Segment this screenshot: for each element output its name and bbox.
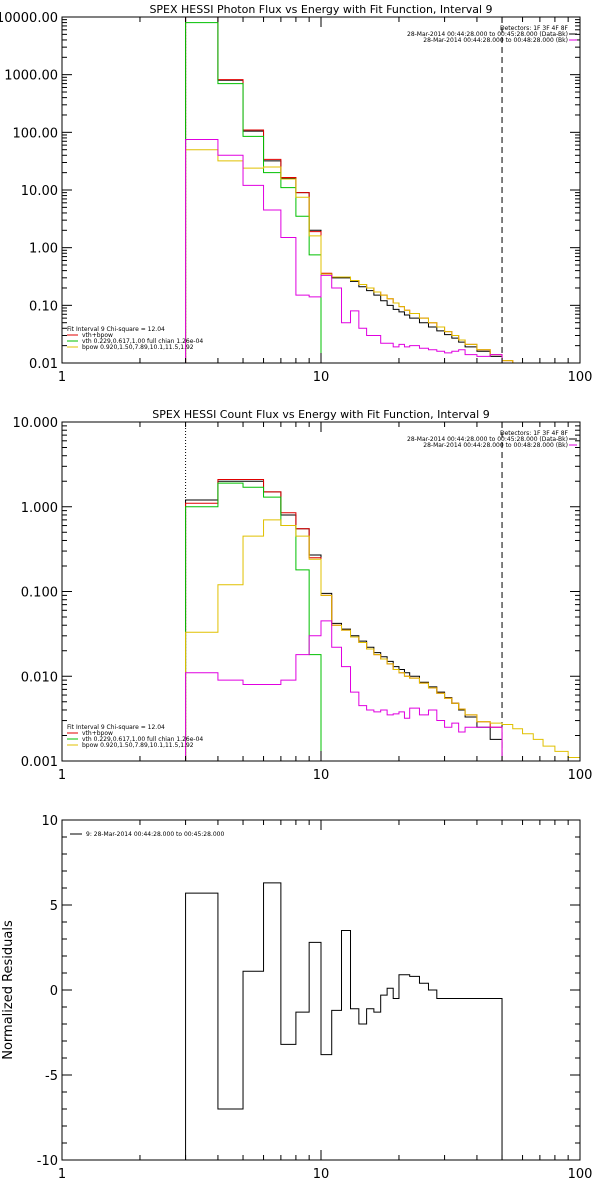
series-line-3 bbox=[185, 482, 322, 761]
series-group bbox=[185, 478, 580, 761]
legend-bottom-entry: Fit Interval 9 Chi-square = 12.04 bbox=[67, 326, 165, 333]
y-tick-label: -10 bbox=[37, 1154, 58, 1169]
series-line-3 bbox=[185, 22, 322, 363]
legend-top-entry: Detectors: 1F 3F 4F 8F bbox=[500, 430, 569, 437]
y-tick-label: 0.001 bbox=[21, 755, 58, 770]
y-tick-label: 1.000 bbox=[21, 501, 58, 516]
legend-bottom-entry: vth 0.229,0.617,1.00 full chian 1.26e-04 bbox=[82, 736, 203, 743]
series-line-5 bbox=[185, 139, 503, 363]
x-tick-label: 1 bbox=[58, 1167, 66, 1182]
y-tick-label: -5 bbox=[45, 1069, 58, 1084]
x-tick-label: 10 bbox=[313, 370, 330, 385]
y-tick-label: 0.10 bbox=[29, 299, 58, 314]
legend-bottom-entry: Fit Interval 9 Chi-square = 12.04 bbox=[67, 724, 165, 731]
y-tick-label: 0 bbox=[50, 984, 58, 999]
y-tick-label: 10000.00 bbox=[0, 11, 58, 26]
chart-title: SPEX HESSI Photon Flux vs Energy with Fi… bbox=[149, 3, 492, 16]
series-line-2 bbox=[185, 17, 514, 363]
residual-legend-entry: 9: 28-Mar-2014 00:44:28.000 to 00:45:28.… bbox=[86, 831, 224, 838]
y-tick-label: 10.000 bbox=[13, 416, 59, 431]
y-tick-label: 100.00 bbox=[13, 126, 59, 141]
series-line-4 bbox=[185, 519, 580, 761]
y-tick-label: 1.00 bbox=[29, 242, 58, 257]
x-tick-label: 100 bbox=[568, 768, 593, 783]
series-line-5 bbox=[185, 620, 503, 761]
legend-top-entry: Detectors: 1F 3F 4F 8F bbox=[500, 25, 569, 32]
chart-panel-2: SPEX HESSI Count Flux vs Energy with Fit… bbox=[13, 408, 593, 783]
y-tick-label: 0.010 bbox=[21, 670, 58, 685]
y-tick-label: 10 bbox=[41, 814, 58, 829]
legend-top-entry: 28-Mar-2014 00:44:28.000 to 00:45:28.000… bbox=[407, 31, 568, 38]
x-tick-label: 1 bbox=[58, 768, 66, 783]
series-group bbox=[185, 882, 503, 1160]
y-tick-label: 5 bbox=[50, 899, 58, 914]
legend-top-entry: 28-Mar-2014 00:44:28.000 to 00:48:28.000… bbox=[423, 37, 568, 44]
legend-bottom-entry: bpow 0.920,1.50,7.89,10.1,11.5,1.92 bbox=[82, 344, 194, 351]
legend-top-entry: 28-Mar-2014 00:44:28.000 to 00:45:28.000… bbox=[407, 436, 568, 443]
series-line-4 bbox=[185, 149, 514, 363]
x-tick-label: 100 bbox=[568, 1167, 593, 1182]
legend-bottom-entry: vth+bpow bbox=[82, 332, 113, 339]
legend-bottom-entry: bpow 0.920,1.50,7.89,10.1,11.5,1.92 bbox=[82, 742, 194, 749]
legend-bottom-entry: vth 0.229,0.617,1.00 full chian 1.26e-04 bbox=[82, 338, 203, 345]
legend-bottom-entry: vth+bpow bbox=[82, 730, 113, 737]
y-axis-label: Normalized Residuals bbox=[1, 920, 16, 1060]
y-tick-label: 0.01 bbox=[29, 357, 58, 372]
series-line-1 bbox=[185, 17, 503, 363]
y-tick-label: 0.100 bbox=[21, 586, 58, 601]
x-tick-label: 1 bbox=[58, 370, 66, 385]
chart-panel-1: SPEX HESSI Photon Flux vs Energy with Fi… bbox=[0, 3, 593, 385]
chart-title: SPEX HESSI Count Flux vs Energy with Fit… bbox=[152, 408, 489, 421]
legend-top-entry: 28-Mar-2014 00:44:28.000 to 00:48:28.000… bbox=[423, 442, 568, 449]
x-tick-label: 10 bbox=[313, 768, 330, 783]
series-group bbox=[185, 17, 514, 363]
y-tick-label: 1000.00 bbox=[4, 69, 58, 84]
x-tick-label: 10 bbox=[313, 1167, 330, 1182]
series-line-1 bbox=[185, 882, 503, 1160]
y-tick-label: 10.00 bbox=[21, 184, 58, 199]
chart-panel-3: 1 10 100 -10 -5 0 5 10 Normalized Residuals 9: 28… bbox=[1, 814, 592, 1182]
x-tick-label: 100 bbox=[568, 370, 593, 385]
